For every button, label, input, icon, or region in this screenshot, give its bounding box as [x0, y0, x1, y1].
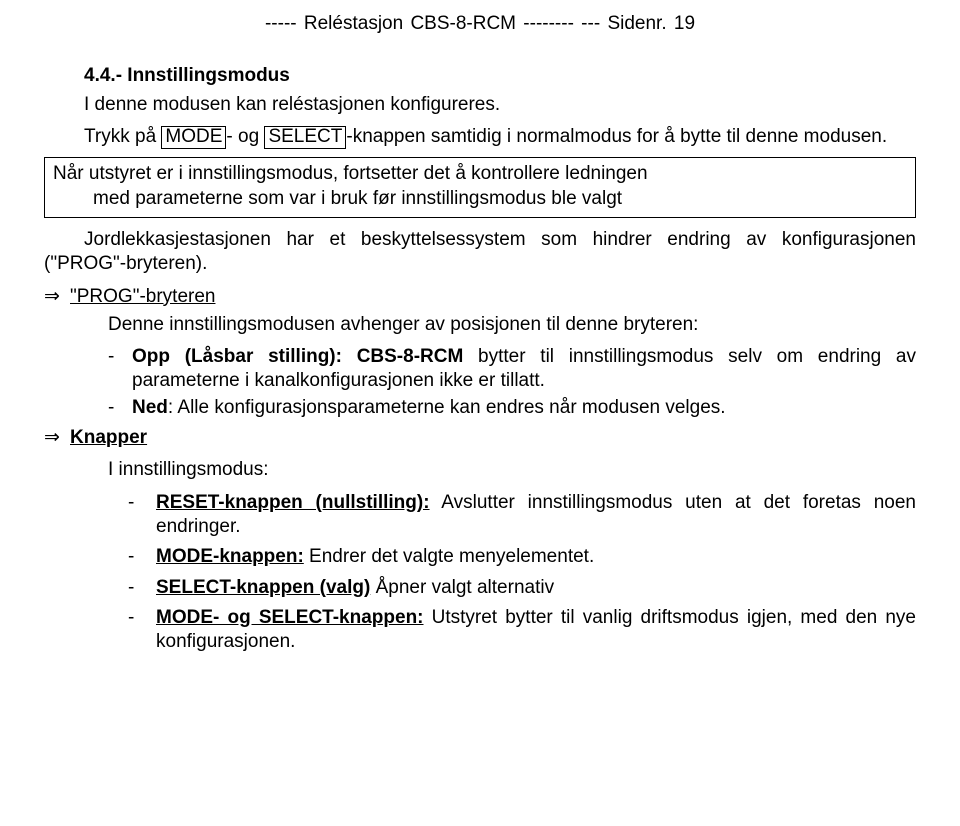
mode-select-paragraph: Trykk på MODE- og SELECT-knappen samtidi…: [44, 125, 916, 149]
mode-bold: MODE-knappen:: [156, 546, 304, 567]
section-title: 4.4.- Innstillingsmodus: [44, 64, 916, 88]
note-line-2: med parameterne som var i bruk før innst…: [53, 187, 907, 211]
intro-paragraph: I denne modusen kan reléstasjonen konfig…: [44, 93, 916, 117]
prog-down-rest: : Alle konfigurasjonsparameterne kan end…: [168, 397, 726, 418]
page-header: ----- Reléstasjon CBS-8-RCM -------- ---…: [44, 12, 916, 36]
select-key-box: SELECT: [264, 126, 346, 149]
text-fragment: -knappen samtidig i normalmodus for å by…: [346, 126, 887, 147]
prog-bullet-down: Ned: Alle konfigurasjonsparameterne kan …: [132, 396, 916, 420]
knapper-bullet-list: RESET-knappen (nullstilling): Avslutter …: [44, 491, 916, 655]
prog-intro: Denne innstillingsmodusen avhenger av po…: [44, 313, 916, 337]
prog-bullet-up: Opp (Låsbar stilling): CBS-8-RCM bytter …: [132, 345, 916, 394]
prog-bullet-list: Opp (Låsbar stilling): CBS-8-RCM bytter …: [44, 345, 916, 420]
text-fragment: - og: [226, 126, 264, 147]
prog-paragraph: Jordlekkasjestasjonen har et beskyttelse…: [44, 228, 916, 277]
prog-heading-row: ⇒"PROG"-bryteren: [44, 285, 916, 309]
select-rest: Åpner valgt alternativ: [370, 577, 554, 598]
knapper-heading-label: Knapper: [70, 427, 147, 448]
text-fragment: Jordlekkasjestasjonen har et beskyttelse…: [44, 229, 916, 274]
knapper-mode: MODE-knappen: Endrer det valgte menyelem…: [156, 545, 916, 569]
settings-mode-line: I innstillingsmodus:: [44, 458, 916, 482]
arrow-icon: ⇒: [44, 285, 70, 309]
arrow-icon: ⇒: [44, 426, 70, 450]
note-box: Når utstyret er i innstillingsmodus, for…: [44, 157, 916, 218]
knapper-select: SELECT-knappen (valg) Åpner valgt altern…: [156, 576, 916, 600]
mode-key-box: MODE: [161, 126, 226, 149]
prog-down-bold: Ned: [132, 397, 168, 418]
text-fragment: Trykk på: [84, 126, 161, 147]
reset-bold: RESET-knappen (nullstilling):: [156, 492, 430, 513]
mode-rest: Endrer det valgte menyelementet.: [304, 546, 594, 567]
knapper-mode-select: MODE- og SELECT-knappen: Utstyret bytter…: [156, 606, 916, 655]
prog-up-bold: Opp (Låsbar stilling): CBS-8-RCM: [132, 346, 463, 367]
knapper-reset: RESET-knappen (nullstilling): Avslutter …: [156, 491, 916, 540]
select-bold: SELECT-knappen (valg): [156, 577, 370, 598]
prog-heading-label: "PROG"-bryteren: [70, 286, 215, 307]
knapper-heading-row: ⇒Knapper: [44, 426, 916, 450]
note-line-1: Når utstyret er i innstillingsmodus, for…: [53, 162, 907, 186]
mode-select-bold: MODE- og SELECT-knappen:: [156, 607, 424, 628]
